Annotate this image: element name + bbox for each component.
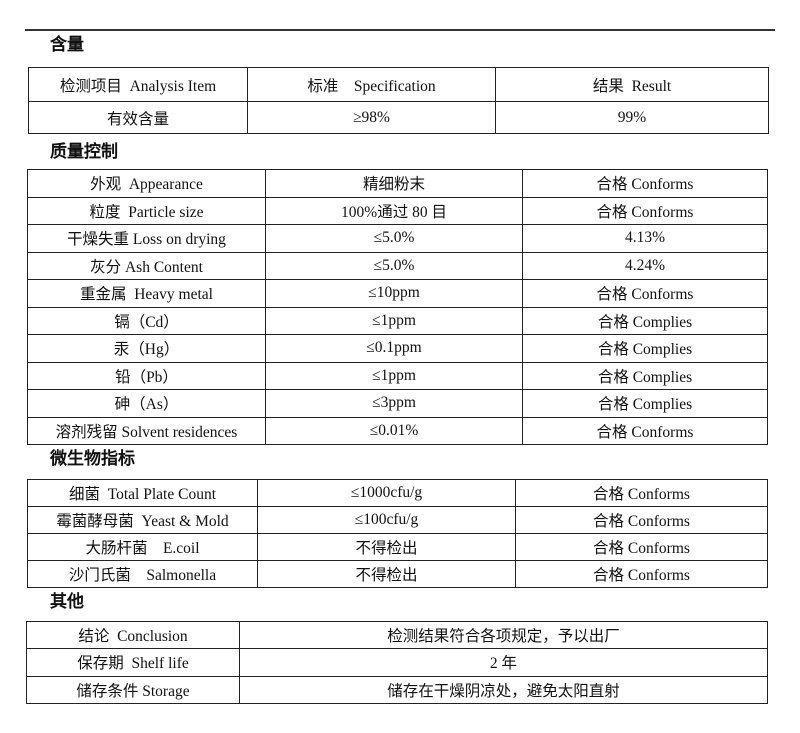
table-row: 细菌 Total Plate Count ≤1000cfu/g 合格 Conform… <box>27 479 768 507</box>
result-cell: 合格 Conforms <box>522 196 768 225</box>
specification-cell: ≤1ppm <box>265 306 523 335</box>
item-cell: 镉（Cd） <box>27 306 266 335</box>
item-cell: 干燥失重 Loss on drying <box>27 224 266 253</box>
item-cell: 细菌 Total Plate Count <box>27 479 258 507</box>
item-cell: 保存期 Shelf life <box>26 648 240 677</box>
table-row: 汞（Hg） ≤0.1ppm 合格 Complies <box>27 334 768 363</box>
table-row: 储存条件 Storage 储存在干燥阴凉处，避免太阳直射 <box>26 675 768 704</box>
table-row: 保存期 Shelf life 2 年 <box>26 648 768 677</box>
specification-cell: 精细粉末 <box>265 169 523 198</box>
specification-cell: ≤5.0% <box>265 251 523 280</box>
content-table: 检测项目 Analysis Item 标准 Specification 结果 Res… <box>28 67 769 134</box>
table-row: 铅（Pb） ≤1ppm 合格 Complies <box>27 361 768 390</box>
result-cell: 合格 Complies <box>522 306 768 335</box>
quality-control-table: 外观 Appearance 精细粉末 合格 Conforms 粒度 Particle … <box>27 169 768 445</box>
result-cell: 合格 Conforms <box>515 533 768 561</box>
item-cell: 储存条件 Storage <box>26 675 240 704</box>
result-cell: 合格 Conforms <box>515 506 768 534</box>
specification-cell: ≥98% <box>247 101 496 134</box>
specification-cell: 2 年 <box>239 648 768 677</box>
specification-cell: 检测结果符合各项规定，予以出厂 <box>239 620 768 650</box>
section-title-other: 其他 <box>50 592 84 612</box>
table-row: 大肠杆菌 E.coil 不得检出 合格 Conforms <box>27 533 768 561</box>
item-cell: 霉菌酵母菌 Yeast & Mold <box>27 506 258 534</box>
specification-cell: ≤10ppm <box>265 279 523 308</box>
result-cell: 合格 Conforms <box>515 479 768 507</box>
item-cell: 灰分 Ash Content <box>27 251 266 280</box>
other-table: 结论 Conclusion 检测结果符合各项规定，予以出厂 保存期 Shelf li… <box>26 620 768 704</box>
result-cell: 合格 Complies <box>522 389 768 418</box>
specification-cell: ≤1000cfu/g <box>257 479 516 507</box>
result-cell: 合格 Conforms <box>515 560 768 588</box>
item-cell: 沙门氏菌 Salmonella <box>27 560 258 588</box>
item-cell: 粒度 Particle size <box>27 196 266 225</box>
table-row: 外观 Appearance 精细粉末 合格 Conforms <box>27 169 768 198</box>
item-cell: 有效含量 <box>28 101 248 134</box>
table-row: 有效含量 ≥98% 99% <box>28 101 769 134</box>
microbiology-table: 细菌 Total Plate Count ≤1000cfu/g 合格 Conform… <box>27 479 768 588</box>
table-row: 镉（Cd） ≤1ppm 合格 Complies <box>27 306 768 335</box>
item-cell: 大肠杆菌 E.coil <box>27 533 258 561</box>
item-cell: 结论 Conclusion <box>26 620 240 650</box>
table-row: 灰分 Ash Content ≤5.0% 4.24% <box>27 251 768 280</box>
table-row: 溶剂残留 Solvent residences ≤0.01% 合格 Conforms <box>27 416 768 445</box>
table-row: 重金属 Heavy metal ≤10ppm 合格 Conforms <box>27 279 768 308</box>
table-row: 结论 Conclusion 检测结果符合各项规定，予以出厂 <box>26 620 768 650</box>
result-cell: 4.24% <box>522 251 768 280</box>
table-row: 粒度 Particle size 100%通过 80 目合格 Conforms <box>27 196 768 225</box>
item-cell: 溶剂残留 Solvent residences <box>27 416 266 445</box>
specification-cell: 不得检出 <box>257 560 516 588</box>
result-cell: 结果 Result <box>495 67 769 102</box>
item-cell: 汞（Hg） <box>27 334 266 363</box>
specification-cell: ≤5.0% <box>265 224 523 253</box>
item-cell: 重金属 Heavy metal <box>27 279 266 308</box>
specification-cell: ≤1ppm <box>265 361 523 390</box>
specification-cell: 100%通过 80 目 <box>265 196 523 225</box>
section-title-microbiology: 微生物指标 <box>50 449 135 469</box>
section-title-content: 含量 <box>50 35 84 55</box>
item-cell: 砷（As） <box>27 389 266 418</box>
result-cell: 合格 Complies <box>522 361 768 390</box>
header-row: 检测项目 Analysis Item 标准 Specification 结果 Res… <box>28 67 769 102</box>
result-cell: 合格 Conforms <box>522 279 768 308</box>
result-cell: 4.13% <box>522 224 768 253</box>
item-cell: 铅（Pb） <box>27 361 266 390</box>
specification-cell: ≤100cfu/g <box>257 506 516 534</box>
specification-cell: 不得检出 <box>257 533 516 561</box>
item-cell: 检测项目 Analysis Item <box>28 67 248 102</box>
result-cell: 99% <box>495 101 769 134</box>
specification-cell: ≤0.1ppm <box>265 334 523 363</box>
specification-cell: 储存在干燥阴凉处，避免太阳直射 <box>239 675 768 704</box>
result-cell: 合格 Complies <box>522 334 768 363</box>
table-row: 干燥失重 Loss on drying ≤5.0% 4.13% <box>27 224 768 253</box>
section-title-quality-control: 质量控制 <box>50 142 118 162</box>
item-cell: 外观 Appearance <box>27 169 266 198</box>
result-cell: 合格 Conforms <box>522 416 768 445</box>
top-rule <box>25 29 775 31</box>
table-row: 沙门氏菌 Salmonella 不得检出 合格 Conforms <box>27 560 768 588</box>
specification-cell: ≤0.01% <box>265 416 523 445</box>
table-row: 霉菌酵母菌 Yeast & Mold ≤100cfu/g 合格 Conforms <box>27 506 768 534</box>
specification-cell: 标准 Specification <box>247 67 496 102</box>
table-row: 砷（As） ≤3ppm 合格 Complies <box>27 389 768 418</box>
specification-cell: ≤3ppm <box>265 389 523 418</box>
result-cell: 合格 Conforms <box>522 169 768 198</box>
